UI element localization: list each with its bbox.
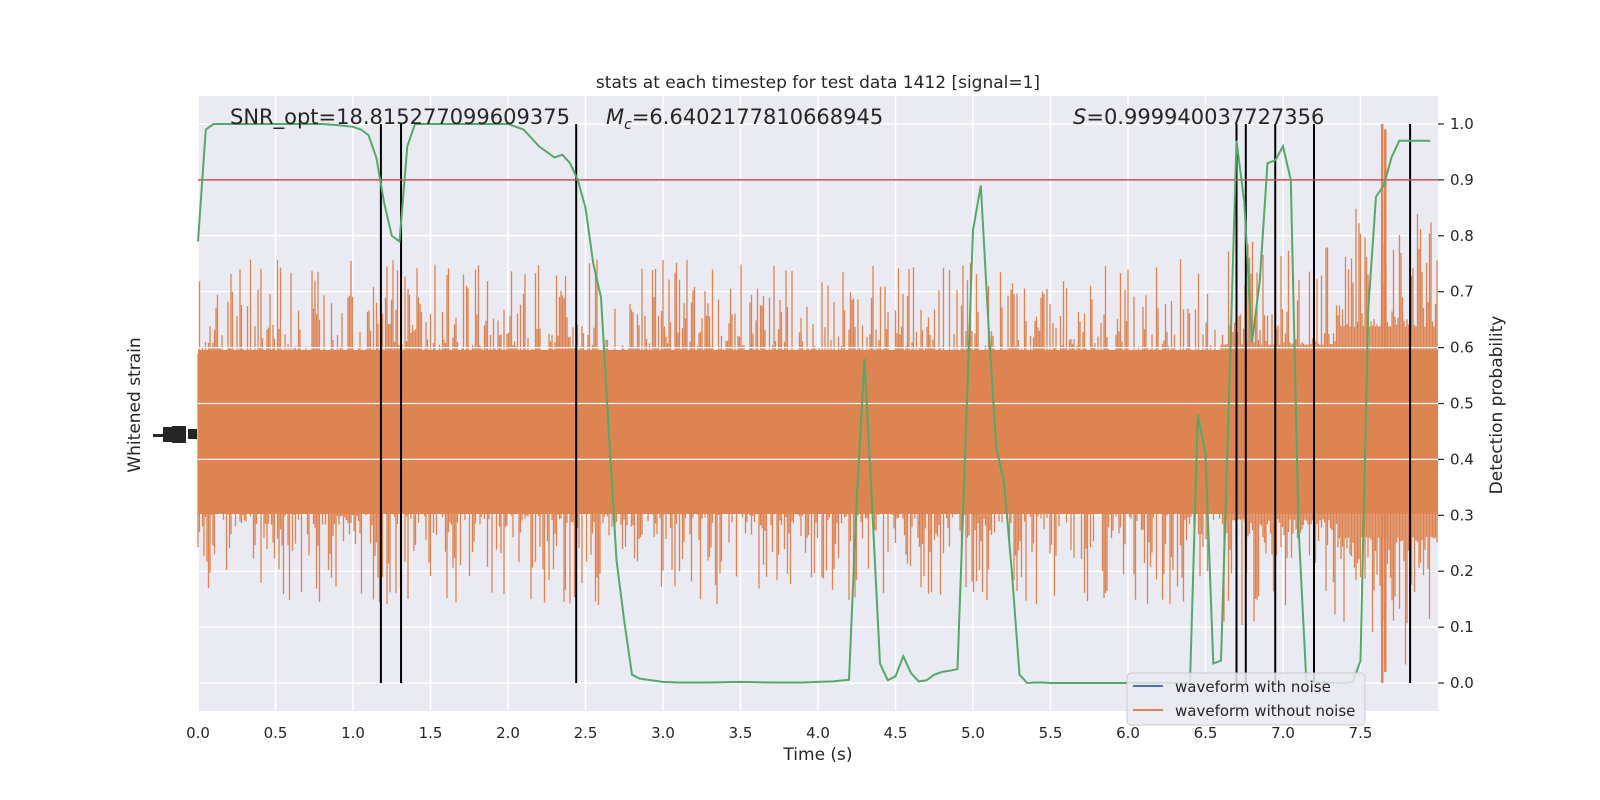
- y-tick-label: 0.6: [1450, 339, 1474, 357]
- y-tick-label: 1.0: [1450, 115, 1474, 133]
- left-axis-overlapped-ticks: [153, 426, 197, 443]
- y-tick-label: 0.8: [1450, 227, 1474, 245]
- y-tick-label: 0.0: [1450, 674, 1474, 692]
- y-axis-label-right: Detection probability: [1487, 316, 1507, 495]
- chart-title: stats at each timestep for test data 141…: [596, 73, 1040, 93]
- x-tick-label: 7.5: [1349, 724, 1373, 742]
- x-tick-label: 2.5: [574, 724, 598, 742]
- snr-annotation: SNR_opt=18.815277099609375: [230, 105, 570, 130]
- x-tick-label: 5.5: [1039, 724, 1063, 742]
- x-tick-label: 3.5: [729, 724, 753, 742]
- x-tick-label: 0.5: [264, 724, 288, 742]
- legend-box: [1126, 672, 1366, 726]
- waveform-without-noise-series: [197, 123, 1438, 684]
- x-tick-label: 0.0: [186, 724, 210, 742]
- legend-label-with-noise: waveform with noise: [1175, 678, 1331, 696]
- x-tick-label: 3.0: [651, 724, 675, 742]
- y-tick-label: 0.1: [1450, 618, 1474, 636]
- y-tick-label: 0.2: [1450, 562, 1474, 580]
- y-axis-label-left: Whitened strain: [125, 337, 145, 472]
- y-tick-labels-right: 0.0 0.1 0.2 0.3 0.4 0.5 0.6 0.7 0.8 0.9 1.0: [1438, 115, 1474, 692]
- x-tick-label: 1.5: [419, 724, 443, 742]
- legend-label-without-noise: waveform without noise: [1175, 702, 1355, 720]
- x-tick-label: 1.0: [341, 724, 365, 742]
- x-tick-labels: 0.0 0.5 1.0 1.5 2.0 2.5 3.0 3.5 4.0 4.5 5.0 5.5 6.0 6…: [186, 724, 1372, 742]
- chirp-mass-annotation: Mc=6.6402177810668945: [606, 105, 883, 133]
- x-tick-label: 4.0: [806, 724, 830, 742]
- y-tick-label: 0.7: [1450, 283, 1474, 301]
- x-tick-label: 5.0: [961, 724, 985, 742]
- y-tick-label: 0.9: [1450, 171, 1474, 189]
- score-annotation: S=0.999940037727356: [1073, 105, 1324, 129]
- legend: waveform with noise waveform without noi…: [1126, 672, 1366, 726]
- x-tick-label: 6.5: [1194, 724, 1218, 742]
- x-axis-label: Time (s): [782, 745, 852, 765]
- x-tick-label: 4.5: [884, 724, 908, 742]
- waveform-trace: [197, 208, 1438, 665]
- y-tick-label: 0.5: [1450, 395, 1474, 413]
- y-tick-label: 0.3: [1450, 506, 1474, 524]
- x-tick-label: 6.0: [1116, 724, 1140, 742]
- x-tick-label: 7.0: [1271, 724, 1295, 742]
- y-tick-label: 0.4: [1450, 450, 1474, 468]
- x-tick-label: 2.0: [496, 724, 520, 742]
- detection-probability-line: [197, 123, 1431, 685]
